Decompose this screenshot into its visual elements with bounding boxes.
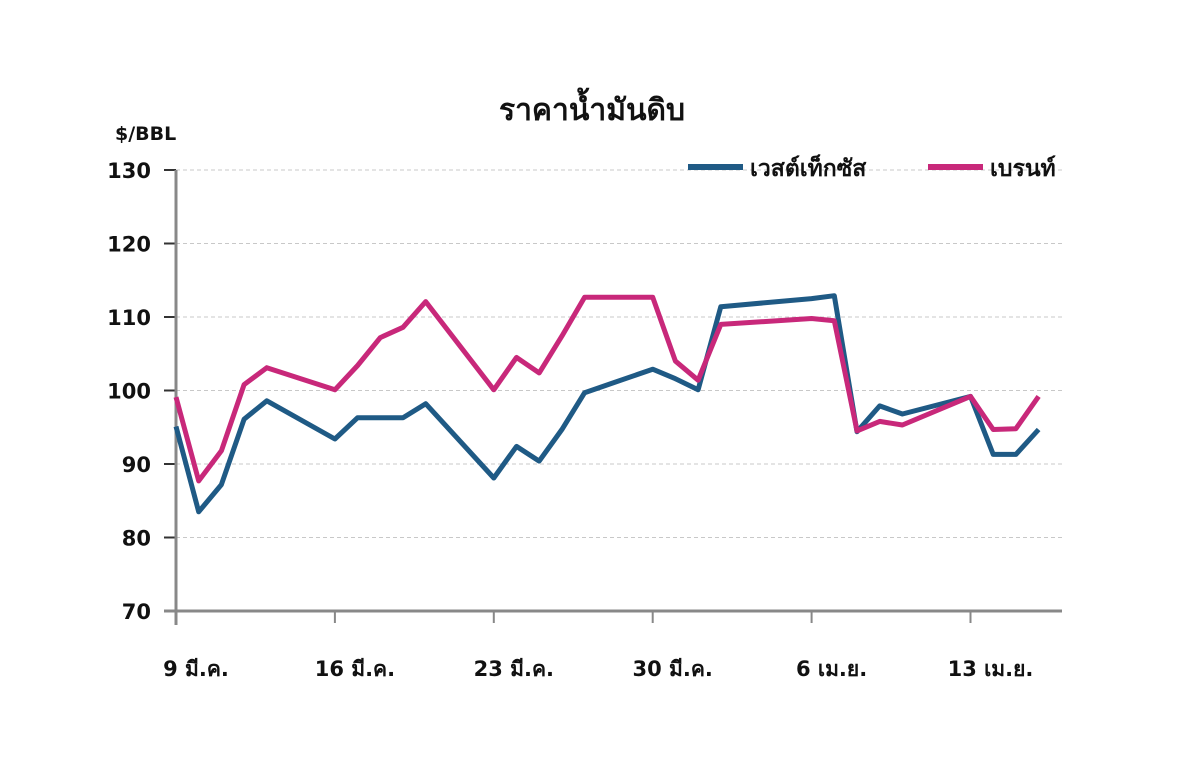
y-tick-label: 110 [107,306,151,330]
y-tick-label: 90 [122,453,151,477]
y-tick-label: 70 [122,600,151,624]
gridlines [176,169,1062,538]
x-tick-label: 9 มี.ค. [163,657,229,681]
legend-label-wti: เวสต์เท็กซัส [750,153,867,182]
y-tick-label: 80 [122,527,151,551]
y-tick-label: 100 [107,380,151,404]
y-tick-label: 130 [107,159,151,183]
x-tick-label: 13 เม.ย. [948,657,1034,681]
series-line-wti [173,293,1041,515]
x-axis: 9 มี.ค. 16 มี.ค. 23 มี.ค. 30 มี.ค. 6 เม.ย. 13… [163,609,1062,681]
x-tick-label: 6 เม.ย. [796,657,867,681]
legend-label-brent: เบรนท์ [990,155,1056,182]
chart-title: ราคาน้ำมันดิบ [499,87,685,128]
legend: เวสต์เท็กซัส เบรนท์ [688,153,1056,182]
y-axis-unit-label: $/BBL [115,123,176,145]
x-tick-label: 16 มี.ค. [315,657,395,681]
y-axis: 70 80 90 100 110 120 130 [107,159,178,625]
series-line-brent [173,294,1041,484]
y-tick-label: 120 [107,233,151,257]
x-tick-label: 23 มี.ค. [474,657,554,681]
x-tick-label: 30 มี.ค. [633,657,713,681]
series-lines [173,293,1041,515]
